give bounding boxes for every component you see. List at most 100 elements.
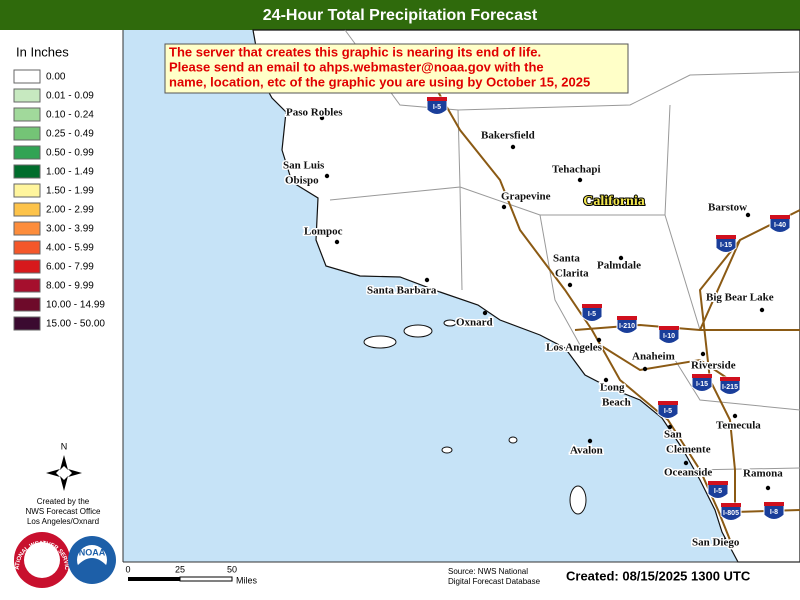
header-bar: [0, 0, 800, 30]
city-dot: [765, 485, 771, 491]
islands: [363, 319, 587, 515]
city-label: Oceanside: [664, 467, 712, 479]
city-dot: [759, 307, 765, 313]
legend-swatch: [13, 316, 41, 331]
city-dot: [424, 277, 430, 283]
interstate-band: [658, 401, 678, 405]
city-dot: [510, 144, 516, 150]
legend-label: 6.00 - 7.99: [46, 262, 94, 273]
interstate-band: [582, 304, 602, 308]
credit-line: Los Angeles/Oxnard: [27, 517, 99, 526]
city-label: Lompoc: [304, 226, 343, 238]
scale-tick-label: 25: [175, 564, 185, 574]
legend-swatch: [13, 221, 41, 236]
city-dot: [567, 282, 573, 288]
interstate-label: I-210: [619, 323, 635, 330]
interstate-shield: [720, 502, 742, 521]
land: [252, 29, 800, 563]
city-label: Grapevine: [501, 191, 551, 203]
notice-box: [164, 43, 629, 94]
city-label: Los Angeles: [546, 342, 603, 354]
legend-label: 0.01 - 0.09: [46, 91, 94, 102]
city-dot: [732, 413, 738, 419]
legend-swatch: [13, 202, 41, 217]
scale-tick-label: 50: [227, 564, 237, 574]
city-label: San Diego: [692, 537, 740, 549]
legend-label: 0.00: [46, 72, 66, 83]
notice-line: Please send an email to ahps.webmaster@n…: [169, 59, 544, 74]
noaa-logo-text: NOAA: [79, 547, 106, 557]
interstate-label: I-5: [588, 311, 596, 318]
map: [123, 29, 800, 563]
interstate-label: I-805: [723, 510, 739, 517]
city-dot: [745, 212, 751, 218]
city-label: Santa Barbara: [367, 285, 437, 297]
interstate-shield: [691, 373, 713, 392]
legend-label: 10.00 - 14.99: [46, 300, 105, 311]
city-dot: [700, 351, 706, 357]
city-label: Tehachapi: [552, 164, 601, 176]
legend-swatch: [13, 88, 41, 103]
city-label: Santa: [553, 253, 580, 265]
legend-swatch: [13, 240, 41, 255]
city-label: Clarita: [555, 268, 589, 280]
city-dot: [319, 115, 325, 121]
city-dot: [501, 204, 507, 210]
notice-line: name, location, etc of the graphic you a…: [169, 74, 590, 89]
city-label: Obispo: [285, 175, 319, 187]
interstate-shield: [616, 315, 638, 334]
interstate-label: I-215: [722, 384, 738, 391]
city-dot: [721, 537, 727, 543]
created-stamp: Created: 08/15/2025 1300 UTC: [566, 568, 751, 583]
notice-line: The server that creates this graphic is …: [169, 44, 541, 59]
source-line: Source: NWS National: [448, 567, 528, 576]
legend-swatch: [13, 278, 41, 293]
city-label: Anaheim: [632, 351, 675, 363]
credit-line: Created by the: [37, 497, 90, 506]
legend-swatch: [13, 126, 41, 141]
interstate-band: [692, 374, 712, 378]
city-label: Bakersfield: [481, 130, 535, 142]
city-label: Barstow: [708, 202, 747, 214]
legend-label: 1.50 - 1.99: [46, 186, 94, 197]
city-label: Paso Robles: [286, 107, 343, 119]
city-dot: [683, 460, 689, 466]
interstate-label: I-5: [664, 408, 672, 415]
city-dot: [667, 424, 673, 430]
roads: [436, 89, 800, 541]
city-label: Oxnard: [456, 317, 493, 329]
interstate-shield: [581, 303, 603, 322]
credit-line: NWS Forecast Office: [26, 507, 102, 516]
city-label: Clemente: [666, 444, 711, 456]
legend-label: 0.25 - 0.49: [46, 129, 94, 140]
city-dot: [603, 377, 609, 383]
city-label: Long: [600, 382, 625, 394]
legend-label: 3.00 - 3.99: [46, 224, 94, 235]
legend-label: 2.00 - 2.99: [46, 205, 94, 216]
interstate-shield: [715, 234, 737, 253]
interstate-band: [716, 235, 736, 239]
interstate-shield: [657, 400, 679, 419]
scale-bar: [128, 576, 233, 582]
interstate-shield: [763, 501, 785, 520]
title: 24-Hour Total Precipitation Forecast: [263, 7, 538, 24]
interstate-band: [764, 502, 784, 506]
interstate-shield: [769, 214, 791, 233]
source-line: Digital Forecast Database: [448, 577, 541, 586]
city-dot: [587, 438, 593, 444]
city-dot: [577, 177, 583, 183]
interstate-band: [427, 97, 447, 101]
legend-label: 15.00 - 50.00: [46, 319, 105, 330]
compass-label: N: [61, 441, 68, 451]
city-dot: [324, 173, 330, 179]
legend-swatch: [13, 259, 41, 274]
interstate-band: [721, 503, 741, 507]
legend-label: 8.00 - 9.99: [46, 281, 94, 292]
interstate-shield: [658, 325, 680, 344]
city-dot: [642, 366, 648, 372]
city-label: Temecula: [716, 420, 761, 432]
legend-swatch: [13, 183, 41, 198]
legend-swatch: [13, 107, 41, 122]
city-dot: [618, 255, 624, 261]
